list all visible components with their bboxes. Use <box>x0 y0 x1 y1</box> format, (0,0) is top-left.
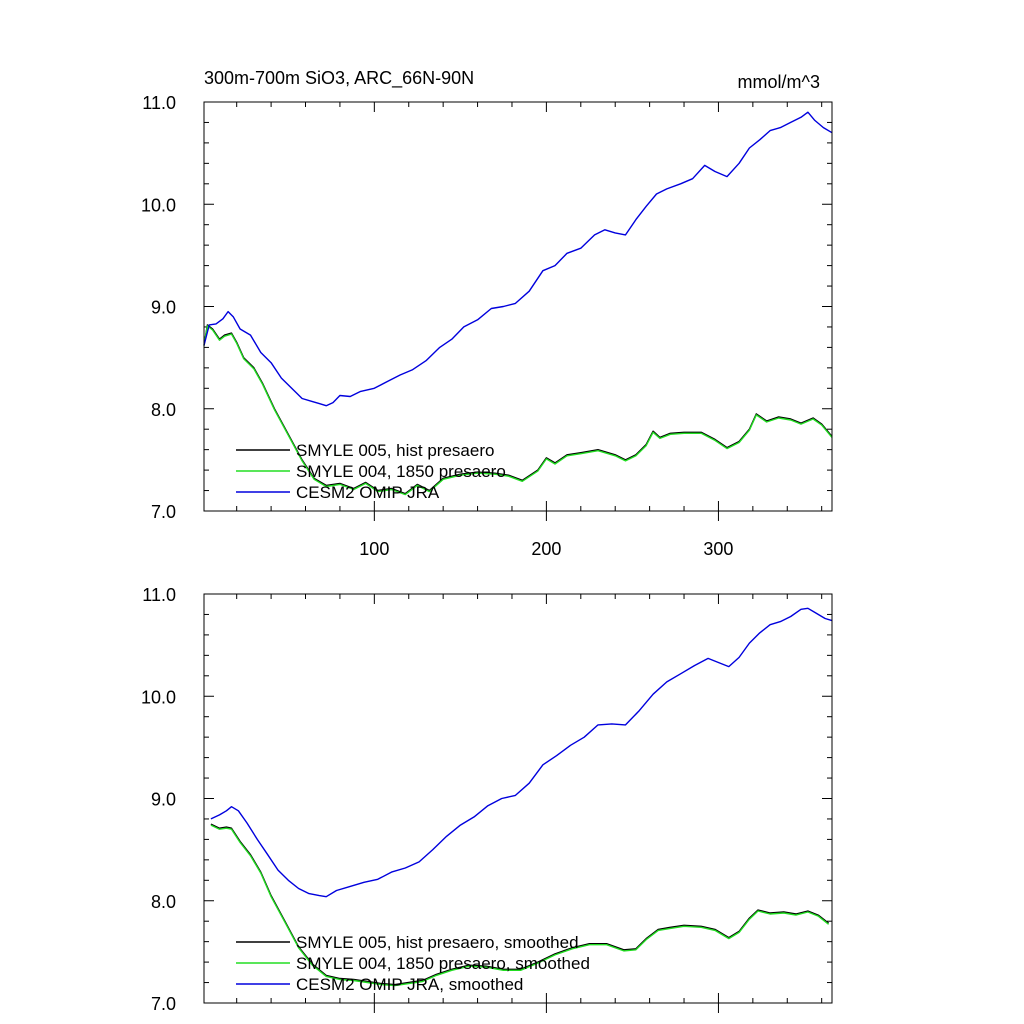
y-tick-label: 10.0 <box>141 195 176 215</box>
y-tick-label: 11.0 <box>142 585 176 605</box>
series-line-2 <box>203 325 833 496</box>
bottom-panel: 7.0 8.0 9.0 10.0 11.0 SMYLE 005, hist presae… <box>141 585 833 1014</box>
x-tick-label: 100 <box>359 539 389 559</box>
top-plot-frame <box>203 101 833 512</box>
series-line-2 <box>210 824 830 987</box>
legend-label: CESM2 OMIP JRA <box>296 483 440 502</box>
legend-label: CESM2 OMIP JRA, smoothed <box>296 975 523 994</box>
y-tick-label: 9.0 <box>151 790 176 810</box>
units-label: mmol/m^3 <box>738 72 820 92</box>
series-line-3 <box>210 607 833 898</box>
y-tick-label: 10.0 <box>141 687 176 707</box>
y-tick-label: 11.0 <box>142 93 176 113</box>
y-tick-label: 7.0 <box>151 502 176 522</box>
chart-title: 300m-700m SiO3, ARC_66N-90N <box>204 68 474 89</box>
legend-label: SMYLE 004, 1850 presaero, smoothed <box>296 954 590 973</box>
top-legend: SMYLE 005, hist presaero SMYLE 004, 1850 … <box>236 441 506 502</box>
y-tick-label: 8.0 <box>151 892 176 912</box>
legend-label: SMYLE 005, hist presaero, smoothed <box>296 933 579 952</box>
x-tick-label: 200 <box>531 539 561 559</box>
series-line-3 <box>203 111 833 407</box>
legend-label: SMYLE 005, hist presaero <box>296 441 494 460</box>
y-tick-label: 9.0 <box>151 298 176 318</box>
y-tick-label: 7.0 <box>151 994 176 1014</box>
bottom-legend: SMYLE 005, hist presaero, smoothed SMYLE … <box>236 933 590 994</box>
y-tick-label: 8.0 <box>151 400 176 420</box>
bottom-plot-frame <box>203 593 833 1004</box>
legend-label: SMYLE 004, 1850 presaero <box>296 462 506 481</box>
top-panel: 7.0 8.0 9.0 10.0 11.0 100 200 300 SMYLE 005, hi… <box>141 93 833 559</box>
x-tick-label: 300 <box>703 539 733 559</box>
